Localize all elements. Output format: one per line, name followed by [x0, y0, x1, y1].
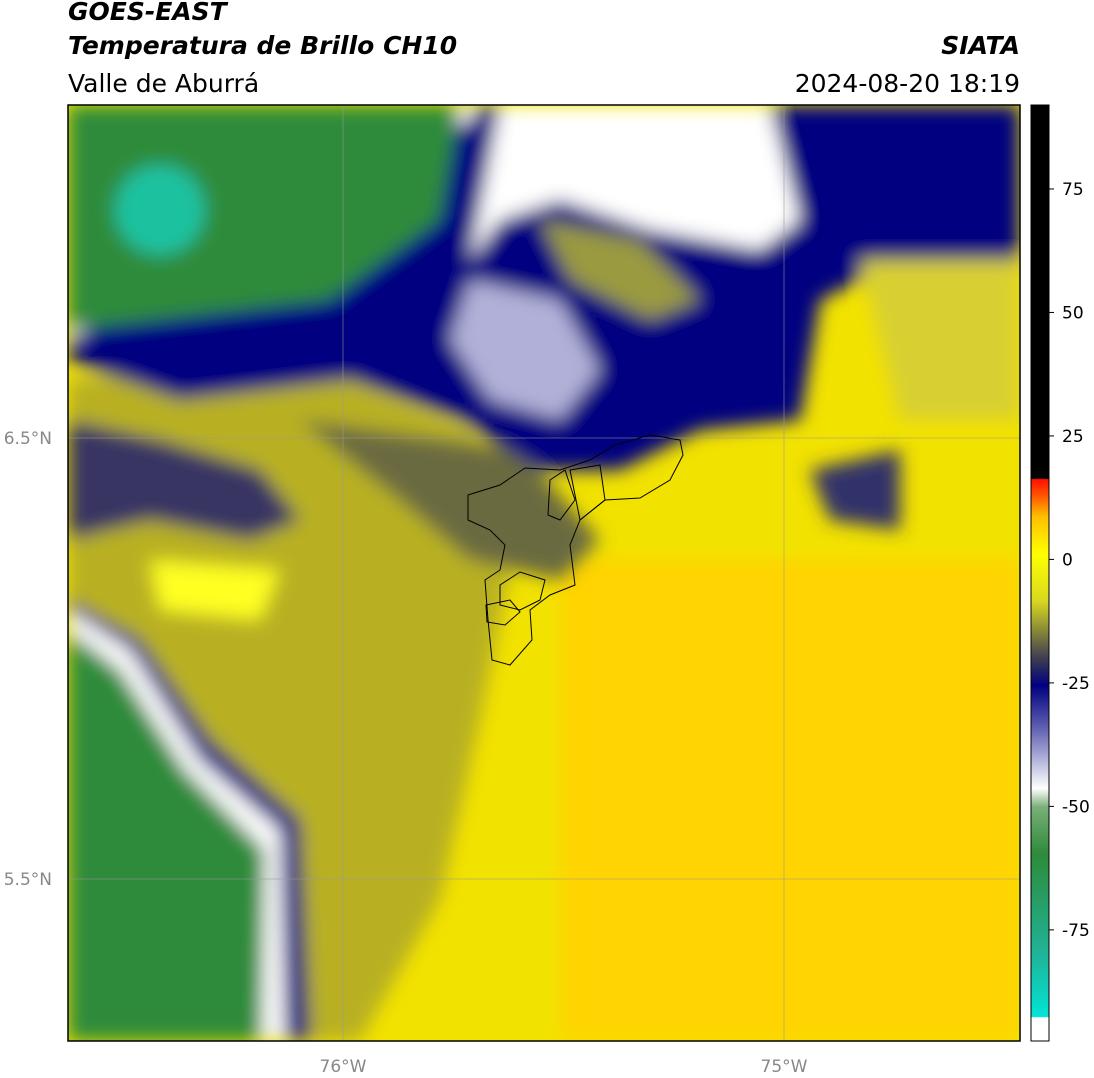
datetime: 2024-08-20 18:19: [795, 69, 1020, 98]
map-frame: [67, 104, 1021, 1042]
colorbar: [1030, 104, 1050, 1042]
colorbar-tick-label: 0: [1062, 550, 1073, 570]
lon-label: 76°W: [320, 1057, 367, 1077]
agency: SIATA: [941, 31, 1020, 60]
colorbar-tick-label: -50: [1062, 797, 1090, 817]
lat-label: 5.5°N: [4, 870, 52, 890]
title: GOES-EAST: [68, 0, 229, 26]
subtitle: Temperatura de Brillo CH10: [68, 31, 457, 60]
satellite-image: [68, 105, 1020, 1041]
colorbar-tick-label: 50: [1062, 303, 1084, 323]
region: Valle de Aburrá: [68, 69, 259, 98]
lon-label: 75°W: [761, 1057, 808, 1077]
colorbar-tick-label: 25: [1062, 427, 1084, 447]
municipal-boundaries: [467, 434, 684, 666]
lat-label: 6.5°N: [4, 429, 52, 449]
colorbar-tick-label: -75: [1062, 921, 1090, 941]
colorbar-tick-label: -25: [1062, 674, 1090, 694]
colorbar-tick-label: 75: [1062, 180, 1084, 200]
